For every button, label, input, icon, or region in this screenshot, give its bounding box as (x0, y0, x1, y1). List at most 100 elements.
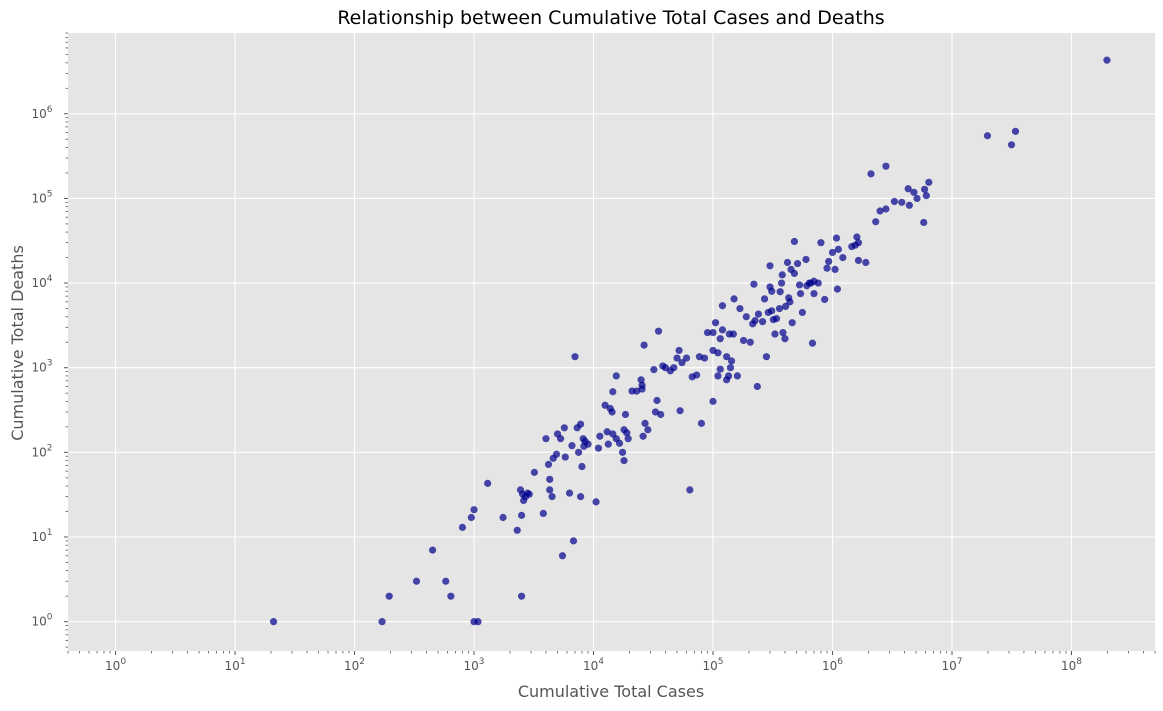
data-point (796, 290, 805, 298)
data-point (790, 269, 799, 278)
data-point (814, 279, 822, 287)
data-point (920, 218, 928, 227)
data-point (561, 453, 569, 461)
data-point (546, 475, 554, 483)
data-point (768, 287, 776, 295)
data-point (786, 298, 794, 306)
data-point (673, 354, 681, 362)
data-point (867, 170, 875, 178)
data-point (693, 371, 701, 379)
data-point (925, 178, 933, 186)
data-point (577, 493, 585, 501)
data-point (753, 382, 761, 391)
data-point (620, 456, 628, 465)
data-point (983, 132, 992, 140)
data-point (517, 511, 526, 519)
x-tick-label: 101 (225, 657, 246, 673)
data-point (530, 468, 538, 476)
data-point (727, 357, 736, 365)
data-point (762, 353, 771, 361)
axis-ticks: 100 101 102 103 104 105 106 107 108 100 101 102 103 1… (31, 32, 1156, 673)
data-point (854, 256, 863, 265)
data-point (568, 442, 576, 450)
data-point (542, 435, 550, 443)
data-point (596, 432, 604, 440)
data-point (618, 448, 627, 456)
data-point (778, 271, 786, 279)
data-point (922, 191, 930, 200)
data-point (808, 339, 817, 347)
data-point (525, 490, 533, 498)
x-tick-label: 103 (464, 657, 485, 673)
data-point (603, 428, 611, 436)
data-point (716, 335, 724, 343)
data-point (754, 310, 763, 318)
data-point (890, 197, 899, 206)
data-point (739, 336, 748, 345)
data-point (517, 592, 526, 600)
data-point (601, 401, 609, 409)
data-point (833, 285, 842, 293)
data-point (1103, 56, 1111, 64)
data-point (447, 592, 455, 600)
data-point (412, 577, 421, 585)
data-point (872, 218, 880, 226)
data-point (539, 509, 547, 518)
data-point (700, 354, 709, 362)
data-point (823, 264, 831, 272)
data-point (470, 506, 478, 514)
data-point (714, 349, 722, 357)
data-point (269, 618, 278, 626)
data-point (898, 198, 906, 206)
x-tick-label: 108 (1061, 657, 1082, 673)
data-point (718, 326, 727, 334)
y-tick-label: 106 (31, 105, 52, 121)
data-point (428, 546, 437, 554)
data-point (639, 432, 647, 440)
data-point (467, 513, 475, 522)
data-point (709, 328, 717, 337)
data-point (650, 365, 658, 374)
data-point (592, 498, 600, 506)
data-point (854, 239, 863, 247)
data-point (724, 372, 733, 380)
data-point (730, 295, 738, 303)
data-point (839, 253, 847, 262)
y-tick-label: 105 (31, 189, 52, 205)
data-point (768, 307, 776, 315)
data-point (556, 435, 565, 443)
data-point (781, 335, 789, 343)
data-point (882, 205, 890, 213)
data-point (686, 486, 694, 494)
data-point (641, 419, 649, 427)
data-point (904, 185, 912, 193)
data-point (726, 364, 735, 372)
data-point (771, 330, 779, 338)
data-point (828, 248, 837, 257)
data-point (565, 489, 574, 497)
data-point (913, 194, 921, 203)
data-point (921, 185, 929, 193)
x-tick-label: 105 (702, 657, 723, 673)
chart-title: Relationship between Cumulative Total Ca… (337, 7, 884, 29)
data-point (544, 460, 553, 469)
y-tick-label: 103 (31, 359, 52, 375)
data-point (736, 304, 744, 313)
data-point (776, 288, 784, 296)
data-point (676, 407, 684, 415)
data-point (474, 618, 482, 626)
data-point (832, 234, 841, 242)
data-point (853, 233, 861, 241)
data-point (560, 424, 568, 432)
data-point (385, 592, 393, 600)
data-point (1011, 127, 1020, 135)
data-point (615, 439, 624, 447)
data-point (624, 435, 632, 443)
data-point (640, 341, 648, 349)
data-point (678, 358, 686, 367)
data-point (760, 295, 769, 303)
data-point (442, 577, 450, 585)
data-point (772, 315, 781, 323)
data-point (637, 376, 645, 384)
